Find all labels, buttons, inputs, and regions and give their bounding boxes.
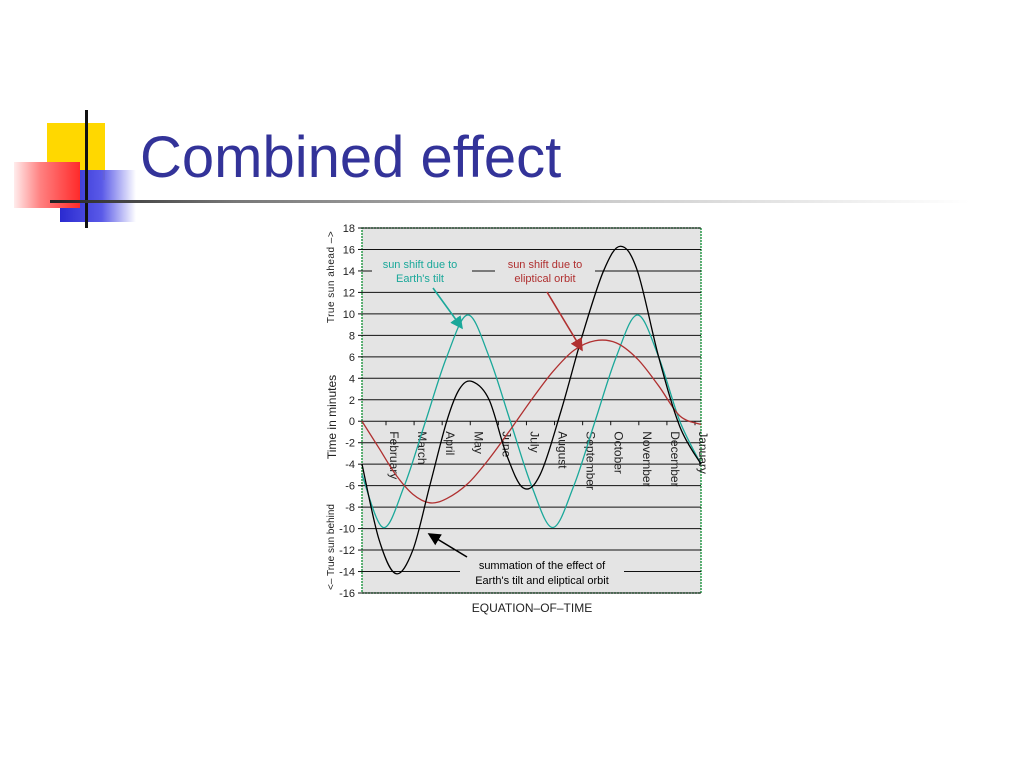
y-tick-label: -10 <box>339 524 355 536</box>
svg-text:sun shift due to: sun shift due to <box>508 259 583 271</box>
x-category-label: July <box>527 431 541 452</box>
arrow-eliptical-orbit <box>546 291 583 352</box>
y-tick-label: 18 <box>343 223 355 235</box>
series-lines <box>361 245 702 575</box>
arrow-summation <box>427 533 468 558</box>
y-tick-label: 4 <box>349 373 355 385</box>
x-category-label: October <box>612 431 626 474</box>
x-category-label: September <box>584 431 598 490</box>
x-category-label: June <box>499 431 513 457</box>
svg-text:eliptical orbit: eliptical orbit <box>514 273 575 285</box>
series-line-1 <box>361 339 702 504</box>
svg-text:Earth's tilt and eliptical orb: Earth's tilt and eliptical orbit <box>475 575 609 587</box>
y-tick-label: -16 <box>339 588 355 600</box>
y-tick-label: -6 <box>345 481 355 493</box>
svg-text:sun shift due to: sun shift due to <box>383 259 458 271</box>
y-tick-labels: 18 16 14 12 10 8 6 4 2 0 -2 -4 -6 -8 -10 -12 -14 -16 <box>339 223 355 600</box>
y-tick-label: 0 <box>349 416 355 428</box>
y-tick-label: -2 <box>345 438 355 450</box>
svg-text:summation of the effect of: summation of the effect of <box>479 560 606 572</box>
x-category-label: December <box>668 431 682 486</box>
x-category-label: March <box>415 431 429 464</box>
slide-title: Combined effect <box>140 125 562 190</box>
y-tick-label: -14 <box>339 567 355 579</box>
y-tick-label: -4 <box>345 459 355 471</box>
title-underline <box>50 200 970 203</box>
svg-text:Earth's tilt: Earth's tilt <box>396 273 444 285</box>
y-tick-label: 12 <box>343 287 355 299</box>
annotation-eliptical-orbit: sun shift due to eliptical orbit <box>495 255 595 287</box>
arrow-earth-tilt <box>432 287 463 330</box>
x-category-labels: February March April May June July August Septe… <box>385 421 710 490</box>
y-tick-label: 2 <box>349 395 355 407</box>
y-axis-label: Time in minutes <box>325 375 339 459</box>
annotation-earth-tilt: sun shift due to Earth's tilt <box>372 255 472 287</box>
x-category-label: August <box>556 431 570 469</box>
series-line-0 <box>361 314 702 529</box>
y-tick-label: 6 <box>349 352 355 364</box>
y-axis-label-top: True sun ahead –> <box>326 231 337 323</box>
series-line-2 <box>361 245 702 575</box>
annotation-summation: summation of the effect of Earth's tilt … <box>460 556 624 588</box>
x-category-label: April <box>443 431 457 455</box>
y-tick-label: -12 <box>339 545 355 557</box>
x-category-label: January <box>696 431 710 474</box>
decor-vertical-line <box>85 110 88 228</box>
y-tick-label: -8 <box>345 502 355 514</box>
y-tick-label: 16 <box>343 244 355 256</box>
y-tick-label: 14 <box>343 266 355 278</box>
x-category-label: May <box>471 431 485 454</box>
y-tick-label: 10 <box>343 309 355 321</box>
y-axis-label-bottom: <– True sun behind <box>326 504 337 590</box>
x-axis-label: EQUATION–OF–TIME <box>472 601 592 615</box>
y-tick-label: 8 <box>349 330 355 342</box>
x-category-label: November <box>640 431 654 486</box>
